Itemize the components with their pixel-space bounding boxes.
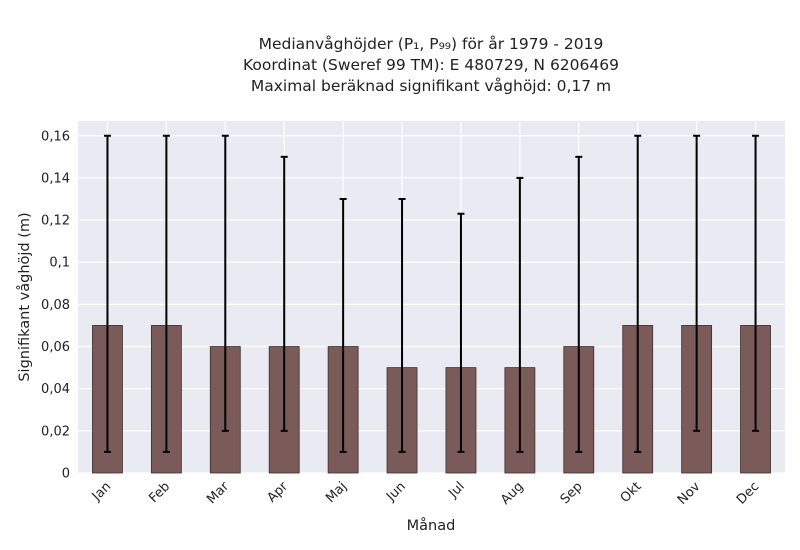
x-tick-label: Okt bbox=[618, 479, 645, 506]
x-tick-label: Jan bbox=[89, 479, 114, 504]
y-tick-label: 0,12 bbox=[41, 214, 70, 229]
chart-title-line-1: Medianvåghöjder (P₁, P₉₉) för år 1979 - … bbox=[258, 35, 604, 53]
y-tick-label: 0,08 bbox=[41, 298, 70, 313]
x-tick-label: Mar bbox=[204, 479, 232, 507]
x-tick-label: Aug bbox=[498, 479, 527, 508]
y-axis-label: Signifikant våghöjd (m) bbox=[16, 212, 33, 381]
chart-title-line-3: Maximal beräknad signifikant våghöjd: 0,… bbox=[250, 77, 612, 95]
y-tick-label: 0,16 bbox=[41, 129, 70, 144]
x-tick-label: Nov bbox=[675, 479, 704, 508]
x-tick-label: Dec bbox=[734, 479, 762, 507]
x-tick-label: Maj bbox=[323, 479, 350, 506]
x-tick-label: Apr bbox=[265, 479, 292, 506]
x-tick-label: Sep bbox=[558, 479, 586, 507]
y-tick-labels: 0 0,02 0,04 0,06 0,08 0,1 0,12 0,14 0,16 bbox=[41, 129, 70, 481]
y-tick-label: 0,1 bbox=[49, 256, 70, 271]
x-tick-label: Feb bbox=[146, 479, 173, 506]
chart-title-line-2: Koordinat (Sweref 99 TM): E 480729, N 62… bbox=[243, 56, 619, 74]
chart-title: Medianvåghöjder (P₁, P₉₉) för år 1979 - … bbox=[62, 34, 800, 97]
y-tick-label: 0,06 bbox=[41, 340, 70, 355]
y-tick-label: 0,14 bbox=[41, 171, 70, 186]
y-tick-label: 0 bbox=[62, 467, 70, 482]
x-axis-label: Månad bbox=[407, 517, 456, 534]
x-tick-label: Jun bbox=[383, 479, 409, 505]
y-tick-label: 0,02 bbox=[41, 424, 70, 439]
x-tick-label: Jul bbox=[445, 479, 467, 501]
plot-area bbox=[78, 121, 785, 473]
x-tick-labels: Jan Feb Mar Apr Maj Jun Jul Aug Sep Okt Nov Dec bbox=[89, 479, 763, 508]
error-bars bbox=[103, 134, 760, 453]
y-tick-label: 0,04 bbox=[41, 382, 70, 397]
